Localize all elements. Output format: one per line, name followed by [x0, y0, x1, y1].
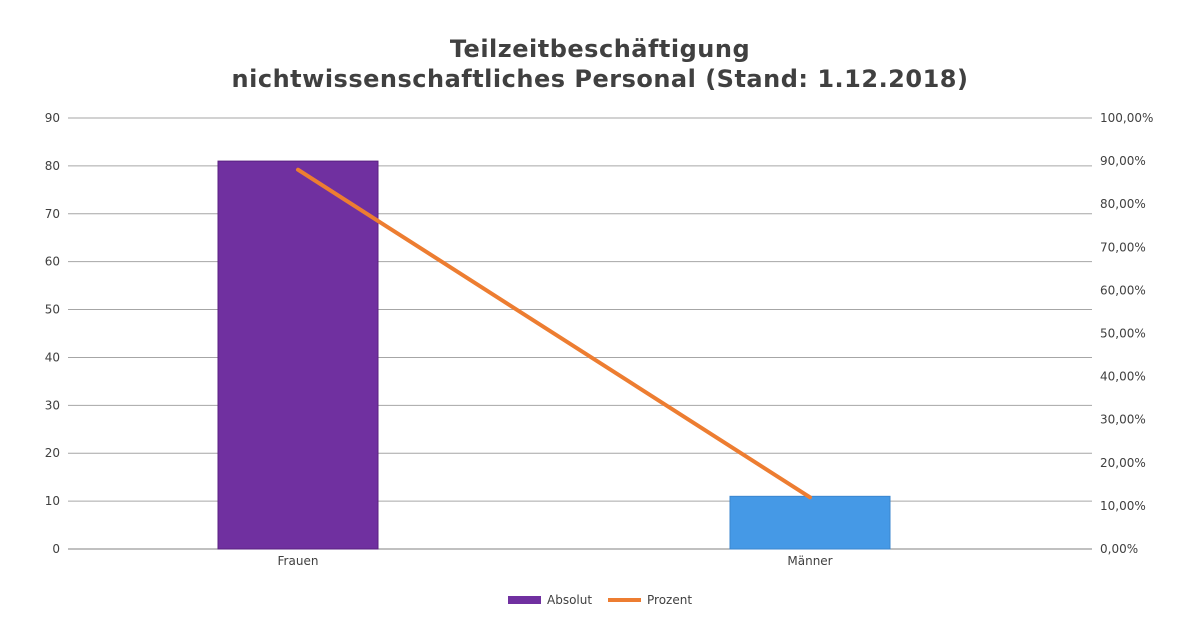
left-axis: 0 10 20 30 40 50 60 70 80 90 [45, 111, 60, 556]
left-tick-label: 80 [45, 159, 60, 173]
legend: Absolut Prozent [508, 593, 692, 607]
category-label: Frauen [278, 554, 319, 568]
right-tick-label: 70,00% [1100, 240, 1146, 254]
left-tick-label: 50 [45, 303, 60, 317]
left-tick-label: 40 [45, 350, 60, 364]
right-tick-label: 20,00% [1100, 456, 1146, 470]
line-layer [296, 167, 812, 500]
legend-item-absolut: Absolut [508, 593, 592, 607]
legend-label: Prozent [647, 593, 692, 607]
left-tick-label: 0 [52, 542, 60, 556]
right-tick-label: 10,00% [1100, 499, 1146, 513]
left-tick-label: 70 [45, 207, 60, 221]
right-tick-label: 40,00% [1100, 370, 1146, 384]
legend-item-prozent: Prozent [608, 593, 692, 607]
legend-label: Absolut [547, 593, 592, 607]
bar-layer [217, 160, 891, 550]
right-tick-label: 50,00% [1100, 327, 1146, 341]
right-tick-label: 30,00% [1100, 413, 1146, 427]
chart-title: Teilzeitbeschäftigung nichtwissenschaftl… [0, 34, 1200, 94]
left-tick-label: 60 [45, 255, 60, 269]
left-tick-label: 30 [45, 398, 60, 412]
right-tick-label: 80,00% [1100, 197, 1146, 211]
left-tick-label: 20 [45, 446, 60, 460]
legend-swatch-box [508, 596, 541, 604]
left-tick-label: 90 [45, 111, 60, 125]
category-label: Männer [787, 554, 832, 568]
bar-absolut-1 [729, 495, 891, 550]
right-tick-label: 0,00% [1100, 542, 1138, 556]
left-tick-label: 10 [45, 494, 60, 508]
right-tick-label: 60,00% [1100, 283, 1146, 297]
chart-title-line-1: Teilzeitbeschäftigung [449, 35, 751, 63]
right-axis: 0,00% 10,00% 20,00% 30,00% 40,00% 50,00% 60,00… [1100, 111, 1153, 556]
right-tick-label: 90,00% [1100, 154, 1146, 168]
bar-absolut-0 [217, 160, 379, 550]
right-tick-label: 100,00% [1100, 111, 1153, 125]
category-axis: Frauen Männer [278, 554, 833, 568]
chart-title-line-2: nichtwissenschaftliches Personal (Stand:… [231, 65, 969, 93]
line-prozent [296, 167, 812, 500]
